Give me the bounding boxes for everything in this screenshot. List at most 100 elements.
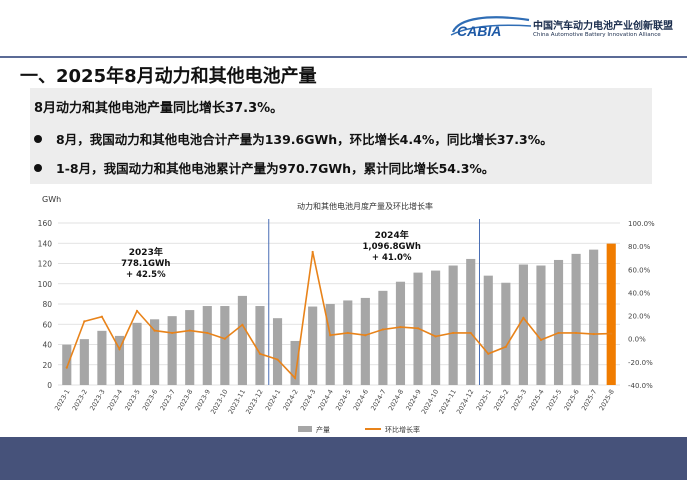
x-tick-label: 2024-5 — [334, 388, 352, 412]
bar — [62, 344, 72, 385]
x-tick-label: 2025-3 — [510, 388, 528, 412]
x-tick-label: 2023-7 — [158, 388, 176, 412]
bar — [150, 319, 160, 385]
y-tick-label: 80 — [42, 300, 52, 309]
bar — [114, 335, 125, 385]
legend-label-production: 产量 — [316, 425, 330, 434]
growth-point — [504, 345, 507, 348]
growth-point — [100, 315, 104, 318]
x-tick-label: 2023-2 — [71, 388, 89, 412]
bar — [589, 249, 599, 385]
bullet-dot-icon — [34, 135, 42, 143]
growth-point — [258, 352, 262, 355]
growth-point — [293, 376, 297, 380]
x-tick-label: 2023-6 — [141, 388, 159, 412]
cabia-logo-mark: CABIA — [450, 16, 532, 39]
bullet-text: 1-8月，我国动力和其他电池累计产量为970.7GWh，累计同比增长54.3%。 — [56, 161, 495, 176]
bar — [518, 264, 528, 385]
growth-point — [276, 358, 279, 361]
growth-point — [223, 337, 226, 340]
growth-point — [188, 329, 191, 332]
x-tick-label: 2024-2 — [281, 388, 299, 412]
growth-point — [206, 331, 209, 335]
growth-point — [574, 331, 578, 335]
x-tick-label: 2024-7 — [369, 388, 387, 412]
annotation-growth: + 41.0% — [372, 253, 412, 263]
bar — [395, 281, 406, 385]
x-tick-label: 2023-5 — [123, 388, 141, 412]
growth-point — [487, 352, 490, 355]
chart-title: 动力和其他电池月度产量及环比增长率 — [297, 201, 433, 211]
bar — [237, 295, 247, 385]
y-axis-unit: GWh — [42, 195, 61, 204]
bar — [97, 330, 107, 385]
y-tick-label: 140 — [38, 239, 53, 248]
footer-band — [0, 437, 687, 480]
growth-point — [153, 329, 156, 332]
y2-tick-label: 60.0% — [628, 266, 651, 274]
x-tick-label: 2023-3 — [88, 388, 106, 412]
bar — [483, 275, 493, 385]
y-tick-label: 40 — [42, 341, 52, 350]
x-tick-label: 2024-4 — [317, 388, 335, 412]
x-tick-label: 2024-8 — [387, 388, 405, 412]
logo-brand: CABIA — [457, 23, 501, 39]
x-tick-label: 2023-8 — [176, 388, 194, 412]
growth-point — [399, 326, 402, 329]
y2-tick-label: 20.0% — [628, 313, 651, 321]
growth-point — [346, 331, 349, 335]
title-divider-line — [0, 56, 687, 58]
logo-name-cn: 中国汽车动力电池产业创新联盟 — [533, 21, 673, 32]
y-tick-label: 60 — [42, 320, 52, 329]
summary-bullet: 8月，我国动力和其他电池合计产量为139.6GWh，环比增长4.4%，同比增长3… — [34, 129, 553, 148]
bar — [325, 304, 335, 385]
bar — [255, 306, 265, 385]
bar — [553, 259, 564, 385]
x-tick-label: 2023-1 — [53, 388, 71, 412]
bar — [202, 306, 212, 385]
bar — [501, 282, 511, 385]
x-tick-label: 2024-6 — [352, 388, 370, 412]
bar — [448, 265, 458, 385]
bar — [308, 306, 318, 385]
page-title: 一、2025年8月动力和其他电池产量 — [20, 66, 317, 87]
bar — [167, 316, 177, 385]
bar — [132, 322, 142, 385]
summary-box: 8月动力和其他电池产量同比增长37.3%。 8月，我国动力和其他电池合计产量为1… — [30, 88, 652, 184]
bar — [378, 290, 388, 385]
growth-point — [311, 250, 314, 254]
annotation-year: 2023年 — [129, 246, 163, 258]
bar — [272, 318, 283, 385]
legend-label-growth: 环比增长率 — [385, 425, 420, 434]
growth-point — [522, 316, 525, 319]
y-tick-label: 160 — [38, 219, 53, 228]
production-chart: 动力和其他电池月度产量及环比增长率 GWh 0 20 40 60 80 100 120 140… — [38, 195, 655, 434]
growth-point — [65, 366, 68, 369]
growth-point — [539, 338, 543, 341]
cabia-logo: CABIA 中国汽车动力电池产业创新联盟 China Automotive Ba… — [449, 12, 679, 44]
x-tick-label: 2023-4 — [106, 388, 124, 412]
bar — [606, 243, 616, 385]
annotation-total: 778.1GWh — [121, 259, 170, 269]
growth-point — [592, 332, 595, 336]
x-tick-label: 2025-2 — [492, 388, 510, 412]
growth-point — [416, 327, 420, 330]
growth-point — [135, 309, 139, 313]
annotation-year: 2024年 — [375, 229, 409, 241]
bar — [79, 339, 89, 385]
x-tick-label: 2024-12 — [455, 388, 476, 416]
summary-bullet: 1-8月，我国动力和其他电池累计产量为970.7GWh，累计同比增长54.3%。 — [34, 158, 494, 177]
x-tick-label: 2024-3 — [299, 388, 317, 412]
bullet-dot-icon — [34, 164, 42, 172]
bar — [220, 306, 230, 385]
summary-headline: 8月动力和其他电池产量同比增长37.3%。 — [34, 101, 284, 116]
growth-point — [469, 331, 472, 335]
bar — [536, 265, 546, 385]
legend-swatch-production — [298, 426, 312, 432]
bar — [571, 253, 581, 385]
y2-tick-label: 0.0% — [628, 336, 646, 344]
x-tick-label: 2025-7 — [580, 388, 598, 412]
bar — [466, 258, 476, 385]
